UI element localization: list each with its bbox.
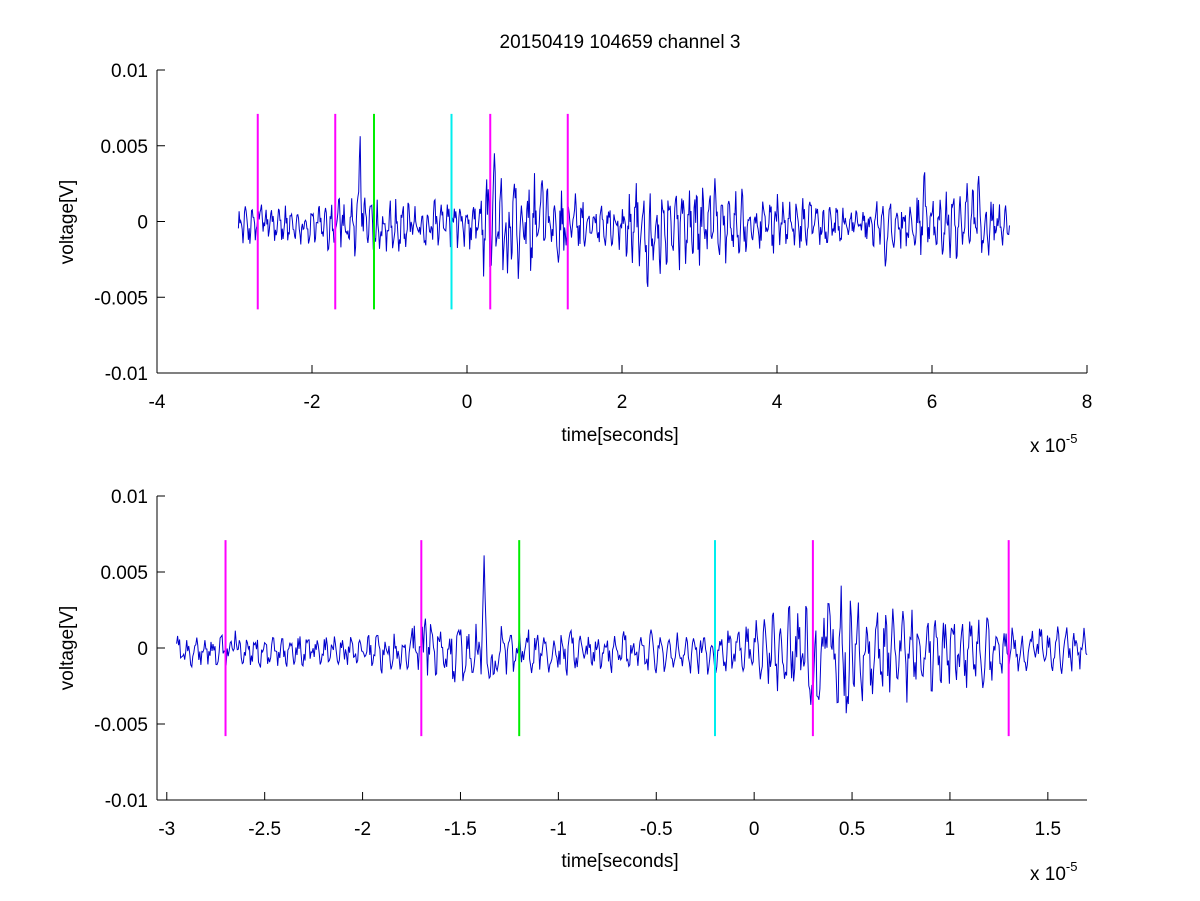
top-x-tick-label: 8 bbox=[1082, 392, 1093, 413]
bottom-x-tick-label: 1.5 bbox=[1035, 819, 1061, 840]
top-x-tick-label: 4 bbox=[772, 392, 783, 413]
top-y-tick-label: -0.01 bbox=[105, 364, 148, 385]
top-x-tick-label: 0 bbox=[462, 392, 473, 413]
bottom-signal-layer bbox=[176, 555, 1088, 714]
top-x-tick-label: -4 bbox=[149, 392, 166, 413]
top-y-axis-label: voltage[V] bbox=[57, 180, 78, 265]
top-y-tick-label: 0.01 bbox=[111, 61, 148, 82]
bottom-x-tick-label: 1 bbox=[945, 819, 956, 840]
top-signal-trace bbox=[237, 136, 1010, 287]
top-x-tick-label: -2 bbox=[304, 392, 321, 413]
bottom-y-axis-label: voltage[V] bbox=[57, 606, 78, 691]
top-tick-layer: -4 -2 0 2 4 6 8 0.01 0.005 0 -0.005 -0.01 bbox=[94, 61, 1092, 413]
bottom-y-tick-label: -0.01 bbox=[105, 791, 148, 812]
top-x-multiplier: x 10-5 bbox=[1030, 431, 1077, 457]
bottom-subplot: -3 -2.5 -2 -1.5 -1 -0.5 0 0.5 1 1.5 0.01 0.005 0 -0.0… bbox=[57, 487, 1088, 885]
bottom-y-tick-label: 0.01 bbox=[111, 487, 148, 508]
bottom-x-tick-label: -3 bbox=[158, 819, 175, 840]
bottom-tick-layer: -3 -2.5 -2 -1.5 -1 -0.5 0 0.5 1 1.5 0.01 0.005 0 -0.0… bbox=[94, 487, 1061, 840]
bottom-marker-layer bbox=[224, 540, 1010, 737]
bottom-y-tick-label: 0 bbox=[137, 639, 148, 660]
top-signal-layer bbox=[237, 136, 1010, 287]
bottom-x-tick-label: -2 bbox=[354, 819, 371, 840]
bottom-x-tick-label: -2.5 bbox=[248, 819, 281, 840]
top-y-tick-label: -0.005 bbox=[94, 288, 148, 309]
bottom-x-tick-label: -0.5 bbox=[640, 819, 673, 840]
figure-title: 20150419 104659 channel 3 bbox=[500, 32, 741, 53]
top-x-axis-label: time[seconds] bbox=[561, 425, 678, 446]
bottom-y-tick-label: -0.005 bbox=[94, 715, 148, 736]
top-x-tick-label: 2 bbox=[617, 392, 628, 413]
bottom-y-tick-label: 0.005 bbox=[100, 563, 148, 584]
bottom-x-multiplier: x 10-5 bbox=[1030, 859, 1077, 885]
top-x-tick-label: 6 bbox=[927, 392, 938, 413]
bottom-x-axis-label: time[seconds] bbox=[561, 851, 678, 872]
bottom-signal-trace bbox=[176, 555, 1088, 714]
bottom-x-tick-label: 0 bbox=[749, 819, 760, 840]
bottom-x-tick-label: -1 bbox=[550, 819, 567, 840]
bottom-x-tick-label: 0.5 bbox=[839, 819, 865, 840]
top-subplot: -4 -2 0 2 4 6 8 0.01 0.005 0 -0.005 -0.01 time[seco… bbox=[57, 61, 1092, 457]
top-y-tick-label: 0.005 bbox=[100, 137, 148, 158]
top-marker-layer bbox=[256, 113, 569, 310]
bottom-x-tick-label: -1.5 bbox=[444, 819, 477, 840]
top-y-tick-label: 0 bbox=[137, 213, 148, 234]
